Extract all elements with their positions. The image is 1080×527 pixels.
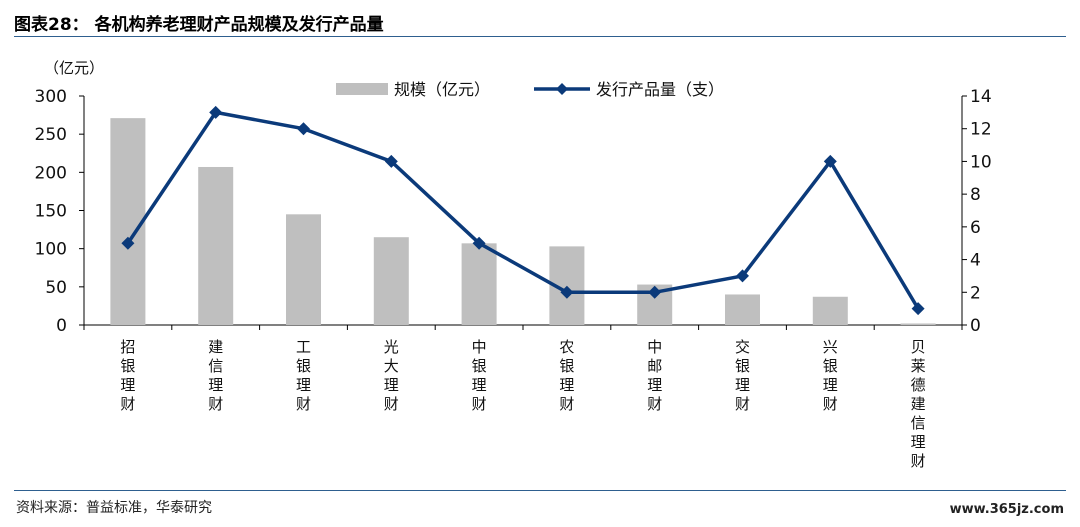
category-label: 贝莱德建信理财 [911, 338, 926, 470]
line-point [648, 285, 662, 299]
category-label: 兴银理财 [823, 338, 838, 413]
category-label: 招银理财 [120, 338, 135, 413]
source-note: 资料来源：普益标准，华泰研究 [16, 500, 212, 516]
source-divider [14, 490, 1066, 491]
y-left-tick-label: 300 [35, 87, 67, 107]
y-left-tick-label: 0 [56, 316, 67, 336]
y-left-tick-label: 200 [35, 163, 67, 183]
line-point [472, 236, 486, 250]
y-left-tick-label: 100 [35, 240, 67, 260]
line-point [297, 122, 310, 136]
bar [725, 294, 760, 325]
line-path [126, 110, 920, 310]
category-label: 工银理财 [296, 338, 311, 413]
bar [900, 323, 936, 325]
y-left-unit: （亿元） [44, 59, 104, 77]
bar [373, 237, 409, 325]
category-label: 农银理财 [559, 338, 574, 413]
chart-svg: 0 50 100 150 200 250 300 0 2 4 6 8 10 12 14 （亿元） 招银理财 建信… [35, 59, 992, 470]
y-right-tick-label: 14 [970, 87, 992, 107]
title-divider [14, 36, 1066, 37]
y-right-tick-label: 8 [970, 185, 981, 205]
figure-title: 图表28： 各机构养老理财产品规模及发行产品量 [14, 15, 384, 35]
category-label: 中邮理财 [647, 338, 662, 413]
category-label: 建信理财 [208, 338, 223, 413]
category-label: 交银理财 [735, 338, 750, 413]
line-point [823, 154, 837, 168]
y-right-tick-label: 12 [970, 120, 992, 140]
legend-swatch-marker [556, 83, 568, 95]
line-point [560, 285, 574, 299]
watermark: www.365jz.com [949, 502, 1064, 517]
line-series [121, 105, 925, 316]
bar [812, 296, 848, 325]
category-label: 光大理财 [384, 338, 399, 413]
legend-label-bar: 规模（亿元） [394, 80, 490, 99]
bar [198, 166, 234, 325]
legend-label-line: 发行产品量（支） [596, 80, 724, 99]
y-left-tick-label: 150 [35, 202, 67, 222]
line-point [209, 105, 223, 119]
y-right-tick-label: 6 [970, 218, 981, 238]
y-right-tick-label: 10 [970, 152, 992, 172]
line-point [121, 236, 135, 250]
legend: 规模（亿元） 发行产品量（支） [336, 80, 724, 99]
category-labels: 招银理财 建信理财 工银理财 光大理财 中银理财 农银理财 中邮理财 交银理财 兴银理财 贝莱德建… [120, 338, 925, 470]
category-label: 中银理财 [472, 338, 487, 413]
line-point [736, 269, 749, 283]
legend-swatch-bar [336, 83, 388, 95]
bar-series [110, 118, 936, 326]
bar [461, 243, 497, 325]
y-right-tick-label: 4 [970, 251, 981, 271]
bar [110, 118, 146, 326]
line-point [911, 302, 925, 316]
y-left-tick-label: 50 [45, 278, 67, 298]
y-left-tick-label: 250 [35, 125, 67, 145]
line-point [384, 154, 398, 168]
bar [286, 214, 321, 325]
y-right-tick-label: 0 [970, 316, 981, 336]
chart-axes: 0 50 100 150 200 250 300 0 2 4 6 8 10 12 14 （亿元） [35, 59, 992, 336]
y-right-tick-label: 2 [970, 283, 981, 303]
